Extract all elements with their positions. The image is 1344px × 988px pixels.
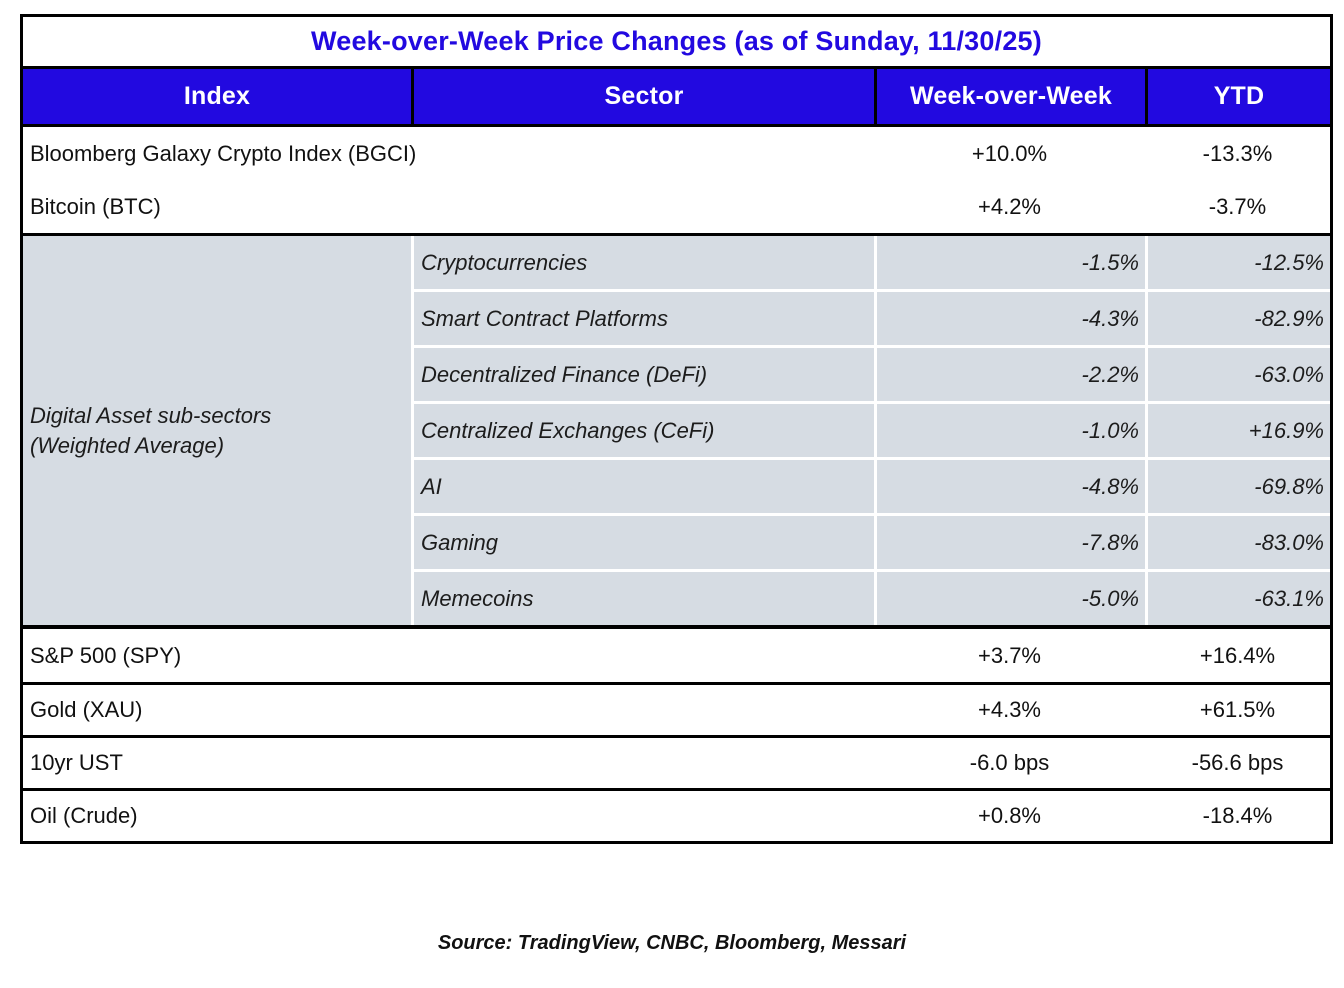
sector-cell: Decentralized Finance (DeFi) xyxy=(414,348,874,401)
ytd-value: +61.5% xyxy=(1199,697,1276,722)
ytd-value: -69.8% xyxy=(1148,460,1330,513)
sector-cell: Centralized Exchanges (CeFi) xyxy=(414,404,874,457)
wow-value: +4.2% xyxy=(978,193,1041,219)
table-row-oil: Oil (Crude) +0.8% -18.4% xyxy=(23,788,1330,841)
ytd-value: -18.4% xyxy=(1202,803,1273,828)
index-cell: S&P 500 (SPY) xyxy=(30,642,182,668)
table-title: Week-over-Week Price Changes (as of Sund… xyxy=(23,17,1330,69)
wow-value: +3.7% xyxy=(978,642,1041,668)
table-row-spy: S&P 500 (SPY) +3.7% +16.4% xyxy=(23,629,1330,682)
ytd-value: -63.1% xyxy=(1148,572,1330,625)
sector-cell: Gaming xyxy=(414,516,874,569)
wow-value: +10.0% xyxy=(971,140,1048,166)
wow-value: -5.0% xyxy=(877,572,1145,625)
index-cell: 10yr UST xyxy=(30,750,123,775)
macro-asset-rows: S&P 500 (SPY) +3.7% +16.4% Gold (XAU) +4… xyxy=(23,629,1330,841)
wow-value: -2.2% xyxy=(877,348,1145,401)
table-row-bgci: Bloomberg Galaxy Crypto Index (BGCI) +10… xyxy=(23,127,1330,180)
table-row-gold: Gold (XAU) +4.3% +61.5% xyxy=(23,682,1330,735)
wow-value: -1.5% xyxy=(877,236,1145,289)
ytd-value: -63.0% xyxy=(1148,348,1330,401)
table-header-row: Index Sector Week-over-Week YTD xyxy=(23,69,1330,127)
table-row-btc: Bitcoin (BTC) +4.2% -3.7% xyxy=(23,180,1330,233)
index-cell: Gold (XAU) xyxy=(30,697,143,722)
index-cell: Bitcoin (BTC) xyxy=(30,193,161,219)
group-label-line1: Digital Asset sub-sectors xyxy=(30,402,272,428)
ytd-value: +16.9% xyxy=(1148,404,1330,457)
crypto-index-rows: Bloomberg Galaxy Crypto Index (BGCI) +10… xyxy=(23,127,1330,236)
index-cell: Oil (Crude) xyxy=(30,803,138,828)
table-row-10yr-ust: 10yr UST -6.0 bps -56.6 bps xyxy=(23,735,1330,788)
sector-cell: Cryptocurrencies xyxy=(414,236,874,289)
wow-value: +4.3% xyxy=(978,697,1041,722)
ytd-value: -82.9% xyxy=(1148,292,1330,345)
wow-value: -6.0 bps xyxy=(969,750,1050,775)
group-label-line2: (Weighted Average) xyxy=(30,432,225,458)
column-header-week-over-week: Week-over-Week xyxy=(877,69,1145,124)
wow-value: -1.0% xyxy=(877,404,1145,457)
source-caption: Source: TradingView, CNBC, Bloomberg, Me… xyxy=(437,932,907,954)
ytd-value: -56.6 bps xyxy=(1191,750,1284,775)
wow-value: -4.3% xyxy=(877,292,1145,345)
column-header-ytd: YTD xyxy=(1148,69,1330,124)
ytd-value: -12.5% xyxy=(1148,236,1330,289)
column-header-sector: Sector xyxy=(414,69,874,124)
ytd-value: +16.4% xyxy=(1199,642,1276,668)
sector-cell: AI xyxy=(414,460,874,513)
wow-value: +0.8% xyxy=(978,803,1041,828)
sector-cell: Smart Contract Platforms xyxy=(414,292,874,345)
group-label-cell: Digital Asset sub-sectors (Weighted Aver… xyxy=(23,236,411,625)
ytd-value: -83.0% xyxy=(1148,516,1330,569)
ytd-value: -3.7% xyxy=(1208,193,1267,219)
wow-value: -7.8% xyxy=(877,516,1145,569)
ytd-value: -13.3% xyxy=(1202,140,1273,166)
index-cell: Bloomberg Galaxy Crypto Index (BGCI) xyxy=(30,140,417,166)
wow-value: -4.8% xyxy=(877,460,1145,513)
column-header-index: Index xyxy=(23,69,411,124)
sector-cell: Memecoins xyxy=(414,572,874,625)
price-table: Week-over-Week Price Changes (as of Sund… xyxy=(20,14,1333,844)
digital-asset-subsectors-group: Digital Asset sub-sectors (Weighted Aver… xyxy=(23,236,1330,629)
